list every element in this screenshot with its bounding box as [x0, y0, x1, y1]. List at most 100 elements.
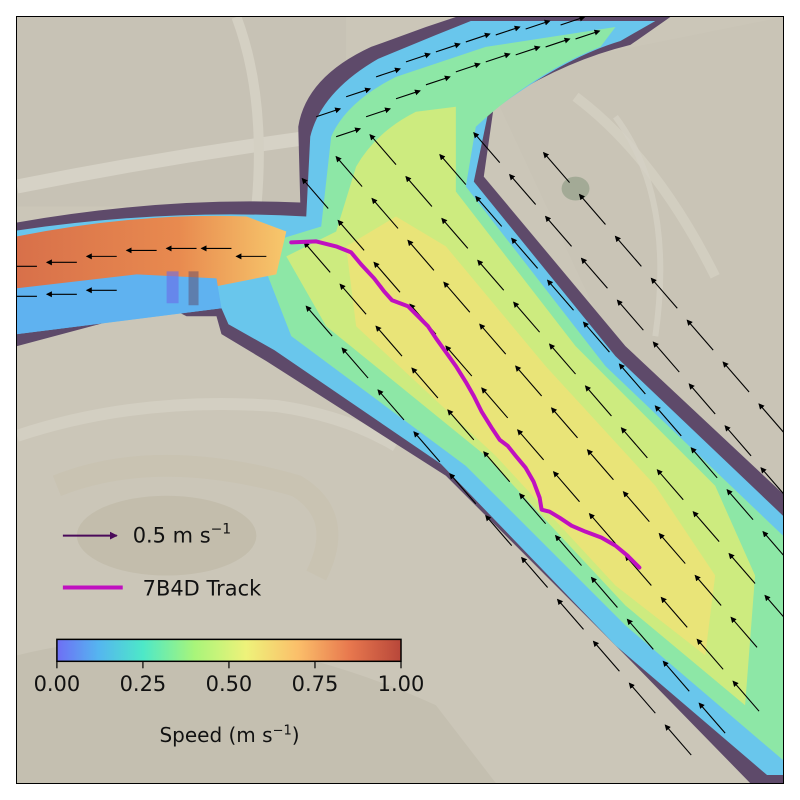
velocity-arrow [724, 425, 752, 457]
velocity-arrow [620, 427, 648, 459]
velocity-arrow [371, 197, 399, 229]
colorbar-tick-label: 0.75 [292, 672, 339, 696]
velocity-arrow [509, 173, 537, 205]
velocity-arrow [662, 660, 690, 692]
velocity-arrow [584, 385, 612, 417]
velocity-arrow [435, 42, 461, 53]
velocity-arrow [447, 409, 475, 441]
velocity-arrow [660, 596, 688, 628]
velocity-arrow [578, 193, 606, 225]
velocity-arrow [465, 32, 491, 43]
velocity-arrow [369, 133, 397, 165]
velocity-arrow [515, 365, 543, 397]
velocity-arrow [586, 449, 614, 481]
velocity-arrow [365, 107, 391, 118]
velocity-arrow-field [17, 17, 783, 756]
velocity-arrow [686, 319, 714, 351]
velocity-arrow [485, 514, 513, 546]
velocity-arrow [445, 345, 473, 377]
velocity-arrow [405, 52, 431, 63]
velocity-arrow [517, 429, 545, 461]
velocity-arrow [698, 702, 726, 734]
velocity-arrow [339, 283, 367, 315]
velocity-arrow [377, 389, 405, 421]
velocity-arrow [548, 343, 576, 375]
velocity-arrow [316, 107, 342, 118]
velocity-arrow [556, 598, 584, 630]
velocity-arrow [575, 29, 601, 40]
velocity-arrow [626, 618, 654, 650]
velocity-arrow [337, 219, 365, 251]
velocity-arrow [495, 25, 521, 36]
velocity-arrow [341, 347, 369, 379]
velocity-arrow [582, 321, 610, 353]
velocity-arrow [483, 451, 511, 483]
legend-track-label: 7B4D Track [143, 576, 262, 600]
velocity-arrow [545, 37, 571, 48]
velocity-arrow [544, 215, 572, 247]
velocity-arrow [664, 724, 692, 756]
velocity-arrow [552, 471, 580, 503]
velocity-arrow [546, 279, 574, 311]
velocity-arrow [481, 387, 509, 419]
velocity-arrow [696, 638, 724, 670]
velocity-arrow [588, 512, 616, 544]
velocity-arrow [614, 235, 642, 267]
velocity-arrow [654, 405, 682, 437]
velocity-arrow [395, 89, 421, 100]
colorbar-tick-label: 0.25 [120, 672, 167, 696]
velocity-arrow [425, 75, 451, 86]
velocity-arrow [375, 325, 403, 357]
velocity-arrow [335, 127, 362, 138]
track-line [289, 239, 642, 570]
velocity-arrow [439, 153, 467, 185]
velocity-arrow [441, 217, 469, 249]
legend-arrow-label: 0.5 m s−1 [133, 522, 232, 548]
velocity-arrow [758, 403, 783, 433]
velocity-arrow [521, 556, 549, 588]
velocity-arrow [455, 62, 481, 73]
velocity-arrow [560, 17, 586, 26]
velocity-arrow [622, 491, 650, 523]
map-panel: 0.5 m s−1 7B4D Track 0.00 0.25 0.50 0.75 1.0… [16, 16, 784, 784]
velocity-arrow [485, 52, 511, 63]
velocity-arrow [730, 616, 758, 648]
velocity-arrow [405, 175, 433, 207]
velocity-arrow [652, 341, 680, 373]
velocity-arrow [513, 301, 541, 333]
velocity-arrow [407, 239, 435, 271]
velocity-arrow [345, 87, 372, 98]
velocity-arrow [764, 594, 783, 618]
velocity-arrow [525, 19, 551, 30]
velocity-arrow [650, 277, 678, 309]
velocity-arrow [692, 510, 720, 542]
velocity-arrow [519, 493, 547, 525]
velocity-arrow [511, 237, 539, 269]
velocity-arrow [728, 552, 756, 584]
colorbar-tick-label: 1.00 [378, 672, 425, 696]
velocity-arrow [592, 640, 620, 672]
velocity-arrow [303, 241, 331, 273]
colorbar: 0.00 0.25 0.50 0.75 1.00 [34, 638, 425, 696]
velocity-arrow [542, 151, 570, 183]
velocity-arrow [726, 489, 754, 521]
velocity-arrow [335, 155, 363, 187]
velocity-arrow [413, 431, 441, 463]
velocity-arrow [722, 361, 750, 393]
velocity-arrow [616, 299, 644, 331]
velocity-arrow [443, 281, 471, 313]
velocity-arrow [301, 177, 329, 209]
velocity-arrow [732, 680, 760, 712]
velocity-arrow [473, 131, 501, 163]
colorbar-tick-label: 0.50 [206, 672, 253, 696]
velocity-arrow [656, 469, 684, 501]
velocity-arrow [590, 576, 618, 608]
velocity-arrow [618, 363, 646, 395]
velocity-arrow [373, 261, 401, 293]
velocity-arrow [554, 534, 582, 566]
velocity-arrow [475, 195, 503, 227]
velocity-arrow [628, 682, 656, 714]
velocity-arrow [762, 530, 783, 556]
velocity-arrow [694, 574, 722, 606]
colorbar-tick-label: 0.00 [34, 672, 81, 696]
